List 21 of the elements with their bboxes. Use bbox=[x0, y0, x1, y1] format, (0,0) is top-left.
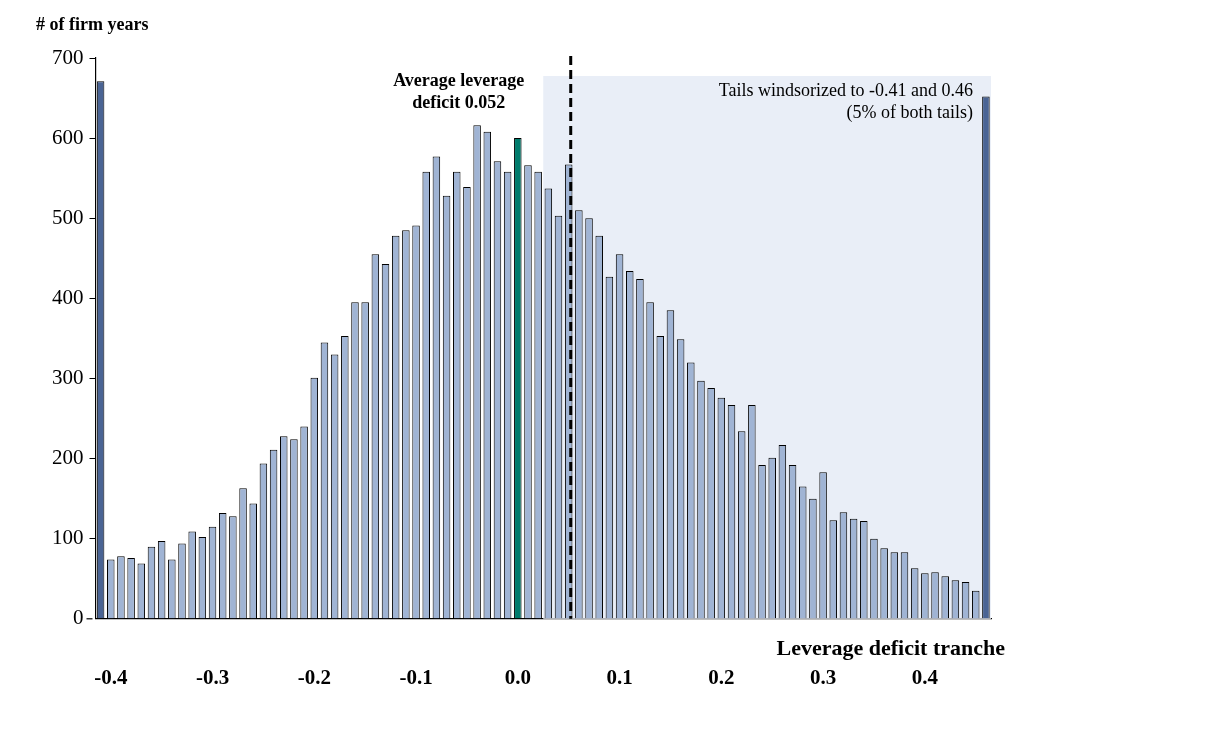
x-tick-label: -0.4 bbox=[94, 664, 128, 689]
y-tick-label: 100 bbox=[52, 525, 84, 550]
y-axis-title: # of firm years bbox=[36, 13, 149, 34]
x-axis-title: Leverage deficit tranche bbox=[776, 635, 1006, 661]
x-tick-label: -0.1 bbox=[399, 664, 433, 689]
annotation: Tails windsorized to -0.41 and 0.46 (5% of both tails) bbox=[718, 79, 973, 123]
y-tick-label: 400 bbox=[52, 284, 84, 309]
x-tick-label: 0.1 bbox=[606, 664, 633, 689]
y-tick-label: 600 bbox=[52, 124, 84, 149]
x-tick-label: -0.2 bbox=[297, 664, 331, 689]
x-tick-label: 0.3 bbox=[809, 664, 837, 689]
x-tick-label: 0.0 bbox=[504, 664, 531, 689]
x-tick-label: -0.3 bbox=[195, 664, 230, 689]
x-tick-label: 0.2 bbox=[708, 664, 735, 689]
y-tick-label: 0 bbox=[73, 605, 84, 630]
y-tick-label: 500 bbox=[52, 204, 84, 229]
y-tick-label: 200 bbox=[52, 445, 84, 470]
y-tick-label: 700 bbox=[52, 44, 84, 69]
x-tick-label: 0.4 bbox=[911, 664, 939, 689]
ref-line-label: Average leverage deficit 0.052 bbox=[393, 69, 525, 112]
y-tick-label: 300 bbox=[52, 364, 84, 389]
